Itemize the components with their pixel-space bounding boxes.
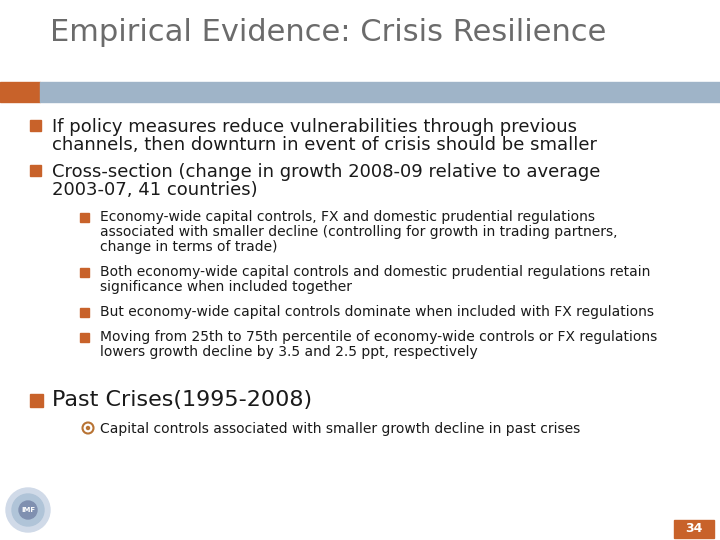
Bar [80,333,89,342]
Text: Economy-wide capital controls, FX and domestic prudential regulations: Economy-wide capital controls, FX and do… [100,210,595,224]
Text: change in terms of trade): change in terms of trade) [100,240,277,254]
Bar [30,120,41,131]
Bar [40,82,720,102]
Text: channels, then downturn in event of crisis should be smaller: channels, then downturn in event of cris… [52,136,597,154]
Text: Empirical Evidence: Crisis Resilience: Empirical Evidence: Crisis Resilience [50,18,606,47]
Text: If policy measures reduce vulnerabilities through previous: If policy measures reduce vulnerabilitie… [52,118,577,136]
Text: Past Crises(1995-2008): Past Crises(1995-2008) [52,390,312,410]
Text: associated with smaller decline (controlling for growth in trading partners,: associated with smaller decline (control… [100,225,618,239]
Text: Moving from 25th to 75th percentile of economy-wide controls or FX regulations: Moving from 25th to 75th percentile of e… [100,330,657,344]
Text: Both economy-wide capital controls and domestic prudential regulations retain: Both economy-wide capital controls and d… [100,265,650,279]
Text: 2003-07, 41 countries): 2003-07, 41 countries) [52,181,258,199]
Text: Capital controls associated with smaller growth decline in past crises: Capital controls associated with smaller… [100,422,580,436]
Text: But economy-wide capital controls dominate when included with FX regulations: But economy-wide capital controls domina… [100,305,654,319]
Circle shape [6,488,50,532]
Circle shape [12,494,44,526]
Bar [80,213,89,222]
Text: IMF: IMF [21,507,35,513]
Text: significance when included together: significance when included together [100,280,352,294]
Circle shape [19,501,37,519]
Circle shape [86,427,89,429]
Bar [674,520,714,538]
Text: lowers growth decline by 3.5 and 2.5 ppt, respectively: lowers growth decline by 3.5 and 2.5 ppt… [100,345,478,359]
Bar [0,82,40,102]
Text: Cross-section (change in growth 2008-09 relative to average: Cross-section (change in growth 2008-09 … [52,163,600,181]
Bar [80,308,89,317]
Bar [30,394,43,407]
Text: 34: 34 [685,522,703,535]
Bar [80,268,89,277]
Bar [30,165,41,176]
